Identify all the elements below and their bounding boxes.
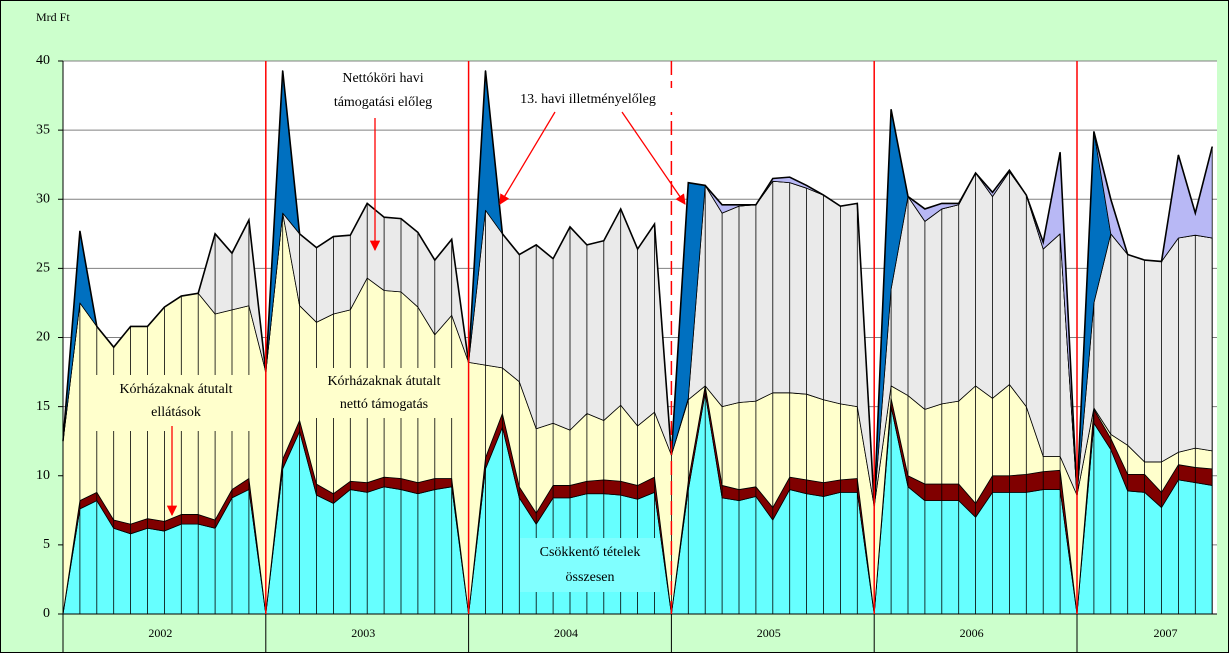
annotation-text: összesen xyxy=(566,570,615,585)
x-tick-label: 2005 xyxy=(757,626,781,640)
annotation-text: nettó támogatás xyxy=(340,397,428,412)
y-axis-label: Mrd Ft xyxy=(36,10,70,24)
annotation-arrow xyxy=(499,111,556,205)
annotation-text: 13. havi illetményelőleg xyxy=(520,92,656,107)
annotation-box xyxy=(304,368,464,418)
annotation-text: támogatási előleg xyxy=(334,95,432,110)
annotation-arrow xyxy=(621,111,686,205)
x-tick-label: 2006 xyxy=(960,626,984,640)
y-tick-label: 30 xyxy=(36,191,50,206)
annotation-text: Csökkentő tételek xyxy=(540,545,641,560)
y-tick-label: 0 xyxy=(43,606,50,621)
x-tick-label: 2003 xyxy=(351,626,375,640)
x-tick-label: 2004 xyxy=(554,626,578,640)
total-outline xyxy=(62,70,1213,507)
annotation-box xyxy=(520,538,660,592)
annotation-text: ellátások xyxy=(151,405,201,420)
annotation-text: Nettóköri havi xyxy=(342,71,423,86)
x-tick-label: 2007 xyxy=(1154,626,1178,640)
annotation-box xyxy=(92,375,260,431)
x-tick-label: 2002 xyxy=(148,626,172,640)
y-tick-label: 10 xyxy=(36,468,50,483)
y-tick-label: 40 xyxy=(36,53,50,68)
annotation-text: Kórházaknak átutalt xyxy=(327,374,440,389)
annotation-box xyxy=(318,65,448,117)
y-tick-label: 35 xyxy=(36,122,50,137)
y-tick-label: 15 xyxy=(36,399,50,414)
y-tick-label: 20 xyxy=(36,330,50,345)
annotation-text: Kórházaknak átutalt xyxy=(119,382,232,397)
y-tick-label: 5 xyxy=(43,537,50,552)
y-tick-label: 25 xyxy=(36,261,50,276)
annotation-box xyxy=(497,88,677,112)
